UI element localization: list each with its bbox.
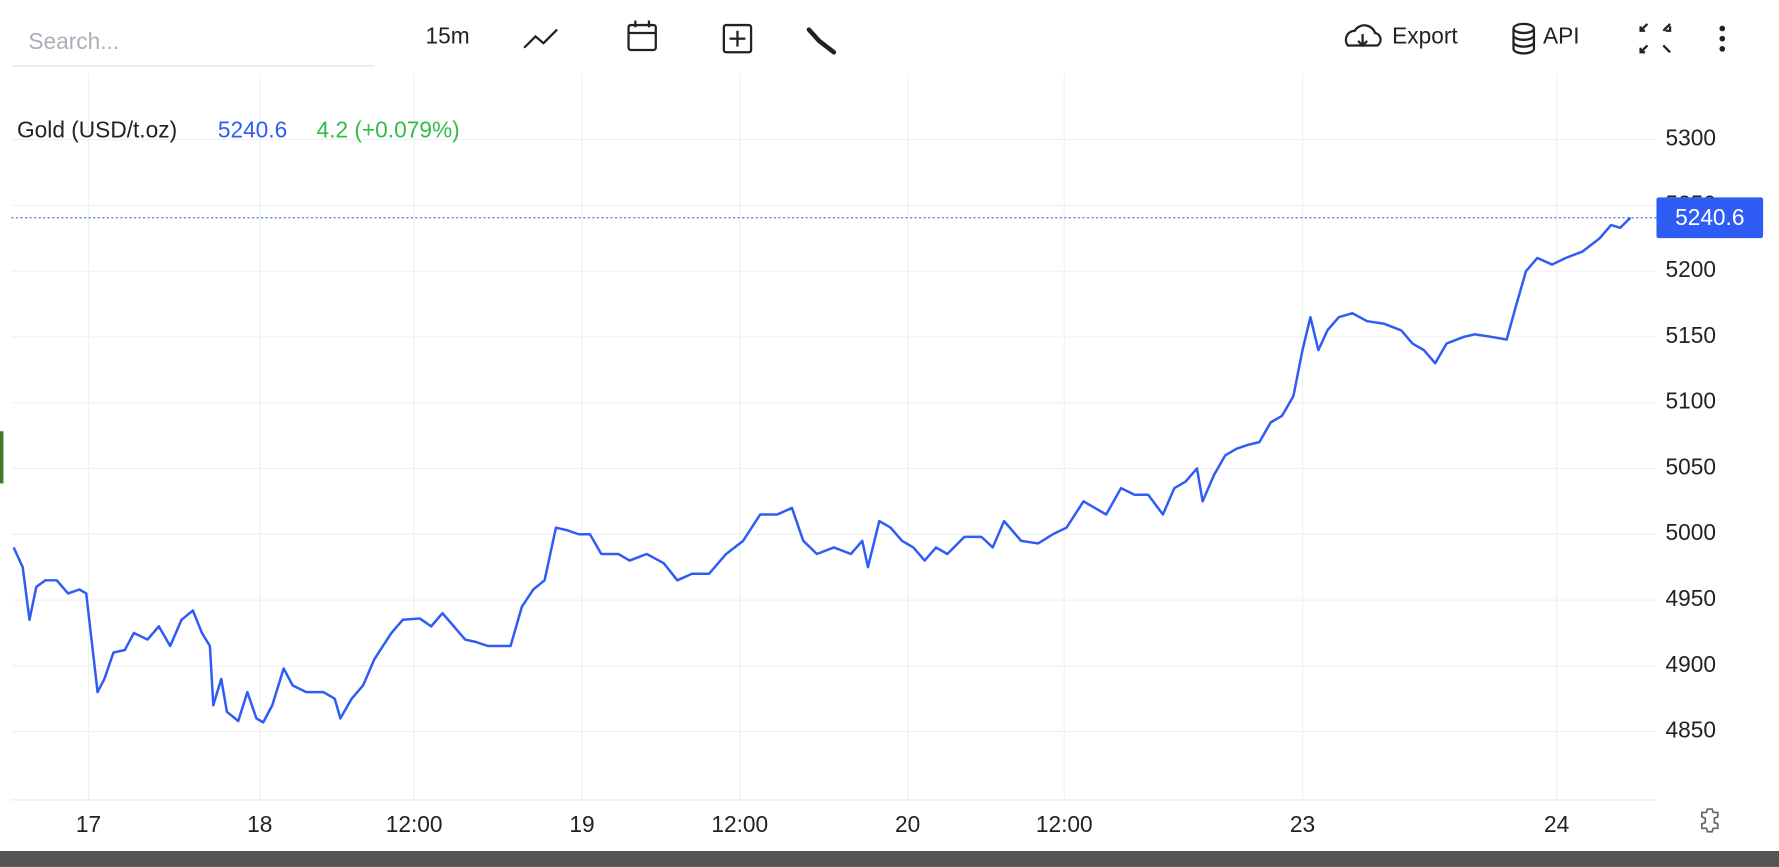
y-tick-label: 5100 bbox=[1666, 388, 1716, 414]
x-tick-label: 12:00 bbox=[386, 811, 443, 837]
fullscreen-icon[interactable] bbox=[1639, 23, 1672, 54]
y-tick-label: 4950 bbox=[1666, 585, 1716, 611]
bottom-bar bbox=[0, 851, 1779, 867]
x-tick-label: 23 bbox=[1290, 811, 1315, 837]
y-tick-label: 4850 bbox=[1666, 717, 1716, 743]
plot: 5240.6 bbox=[11, 197, 1764, 724]
api-button[interactable]: API bbox=[1543, 23, 1580, 49]
x-tick-label: 12:00 bbox=[711, 811, 768, 837]
chart-type-icon[interactable] bbox=[523, 28, 558, 49]
tools-icon[interactable] bbox=[806, 27, 837, 55]
calendar-icon[interactable] bbox=[627, 20, 657, 52]
y-tick-label: 5150 bbox=[1666, 322, 1716, 348]
export-icon[interactable] bbox=[1344, 24, 1382, 48]
api-icon[interactable] bbox=[1512, 22, 1536, 55]
x-tick-label: 24 bbox=[1544, 811, 1569, 837]
y-tick-label: 5050 bbox=[1666, 453, 1716, 479]
export-button[interactable]: Export bbox=[1392, 23, 1458, 49]
x-tick-label: 12:00 bbox=[1036, 811, 1093, 837]
legend-name: Gold (USD/t.oz) bbox=[17, 117, 177, 143]
add-indicator-icon[interactable] bbox=[722, 23, 753, 54]
x-tick-label: 18 bbox=[247, 811, 272, 837]
last-price-badge bbox=[1656, 197, 1764, 239]
price-line bbox=[12, 216, 1632, 724]
y-tick-label: 5000 bbox=[1666, 519, 1716, 545]
search-input[interactable]: Search... bbox=[28, 28, 119, 54]
x-tick-label: 17 bbox=[76, 811, 101, 837]
interval-button[interactable]: 15m bbox=[425, 23, 469, 49]
side-marker bbox=[0, 431, 4, 484]
menu-icon[interactable] bbox=[1719, 25, 1726, 52]
grid: 4850490049505000505051005150520052505300… bbox=[11, 73, 1716, 837]
toolbar: Search... 15m Export API bbox=[11, 20, 1726, 67]
x-tick-label: 19 bbox=[569, 811, 594, 837]
legend-value: 5240.6 bbox=[218, 117, 287, 143]
y-tick-label: 5300 bbox=[1666, 125, 1716, 151]
legend: Gold (USD/t.oz) 5240.6 4.2 (+0.079%) bbox=[17, 117, 460, 143]
y-tick-label: 5200 bbox=[1666, 256, 1716, 282]
settings-icon[interactable] bbox=[1700, 808, 1719, 833]
x-tick-label: 20 bbox=[895, 811, 920, 837]
last-price-label: 5240.6 bbox=[1675, 204, 1744, 230]
y-tick-label: 4900 bbox=[1666, 651, 1716, 677]
legend-change: 4.2 (+0.079%) bbox=[317, 117, 460, 143]
